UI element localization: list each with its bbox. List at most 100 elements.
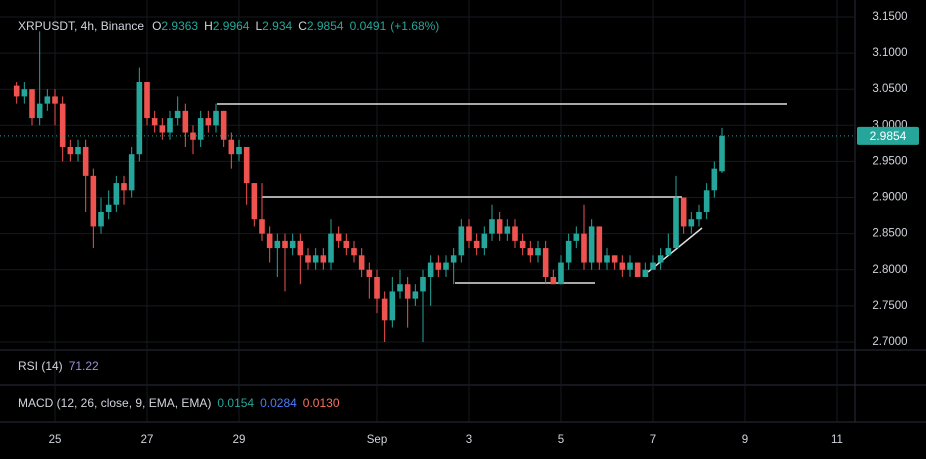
indicator-legend: RSI (14) 71.22 <box>18 359 99 373</box>
y-tick-label: 3.1000 <box>872 47 907 59</box>
candle-body <box>673 197 679 249</box>
x-tick-label: 9 <box>742 434 748 446</box>
y-tick-label: 2.7000 <box>872 336 907 348</box>
x-tick-label: Sep <box>367 434 387 446</box>
candle-body <box>374 276 380 299</box>
x-tick-label: 27 <box>141 434 154 446</box>
last-price-label: 2.9854 <box>870 129 907 143</box>
legend-header: XRPUSDT, 4h, Binance O2.9363 H2.9964 L2.934… <box>18 19 439 33</box>
candle-body <box>458 226 465 256</box>
x-tick-label: 29 <box>233 434 246 446</box>
indicator-legend: MACD (12, 26, close, 9, EMA, EMA) 0.0154 0… <box>18 396 340 410</box>
candle-body <box>297 240 304 256</box>
candle-body <box>205 118 212 126</box>
candle-body <box>381 298 388 321</box>
candle-body <box>496 219 503 234</box>
candle-body <box>144 81 150 119</box>
indicator-name: RSI (14) <box>18 359 63 373</box>
candle-body <box>358 255 365 270</box>
candle-body <box>366 269 373 277</box>
candle-body <box>174 110 181 119</box>
candle-body <box>404 284 411 299</box>
candle-body <box>151 118 158 126</box>
candle-body <box>190 132 196 140</box>
candle-body <box>197 118 204 140</box>
candle-body <box>420 276 426 292</box>
candle-body <box>213 110 219 126</box>
candle-body <box>657 255 664 263</box>
candle-body <box>67 146 74 155</box>
ohlc-letter: H <box>204 19 213 33</box>
candle-body <box>328 233 334 263</box>
candle-body <box>581 233 587 263</box>
candle-body <box>44 96 51 104</box>
candle-body <box>36 103 43 119</box>
candle-body <box>29 89 35 119</box>
y-tick-label: 2.8500 <box>872 228 907 240</box>
candle-body <box>59 103 66 147</box>
candle-body <box>688 219 695 227</box>
candle-body <box>320 255 327 263</box>
candle-body <box>343 240 350 249</box>
candle-body <box>335 233 342 241</box>
candle-body <box>473 240 480 249</box>
candle-body <box>573 233 580 241</box>
candle-body <box>105 204 112 212</box>
indicator-value: 71.22 <box>69 359 99 373</box>
candle-body <box>489 219 495 234</box>
indicator-value: 0.0154 <box>217 396 254 410</box>
candle-body <box>596 226 603 263</box>
candle-body <box>13 85 20 97</box>
y-tick-label: 3.0500 <box>872 83 907 95</box>
ohlc-letter: O <box>152 19 161 33</box>
x-tick-label: 3 <box>466 434 472 446</box>
candle-body <box>512 226 518 241</box>
candle-body <box>52 96 58 104</box>
x-tick-label: 7 <box>650 434 656 446</box>
candle-body <box>412 291 419 299</box>
candle-body <box>481 233 488 249</box>
x-tick-label: 11 <box>831 434 843 446</box>
labels: 2.70002.75002.80002.85002.90002.95003.00… <box>18 11 919 446</box>
candle-body <box>565 240 572 263</box>
candle-body <box>535 248 541 256</box>
indicator-name: MACD (12, 26, close, 9, EMA, EMA) <box>18 396 211 410</box>
candle-body <box>542 248 549 277</box>
candle-body <box>435 262 442 270</box>
ohlc-letter: L <box>255 19 262 33</box>
candle-body <box>604 255 610 263</box>
candle-body <box>136 81 143 155</box>
candle-body <box>527 248 534 256</box>
candle-body <box>627 262 633 270</box>
y-tick-label: 2.9500 <box>872 155 907 167</box>
candle-body <box>466 226 472 241</box>
candle-body <box>182 110 189 133</box>
symbol: XRPUSDT, 4h, Binance <box>18 19 144 33</box>
drawings <box>217 103 787 284</box>
candle-body <box>550 276 557 285</box>
grid <box>0 0 855 422</box>
candle-body <box>711 168 718 191</box>
trend-line <box>647 227 703 273</box>
ohlc-value: 2.9964 <box>213 19 250 33</box>
candle-body <box>588 226 595 263</box>
candle-body <box>427 262 434 277</box>
candle-body <box>274 240 281 249</box>
candle-body <box>289 240 296 249</box>
candle-body <box>611 255 618 263</box>
y-tick-label: 2.7500 <box>872 300 907 312</box>
ohlc-letter: C <box>298 19 307 33</box>
candle-body <box>228 139 235 155</box>
candle-body <box>634 262 641 277</box>
candle-body <box>680 197 687 227</box>
candle-body <box>519 240 526 249</box>
candle-body <box>167 118 173 133</box>
x-tick-label: 25 <box>49 434 62 446</box>
candle-body <box>650 262 656 270</box>
y-tick-label: 3.1500 <box>872 11 907 23</box>
candle-body <box>266 233 273 249</box>
candle-body <box>696 211 702 220</box>
ohlc-value: 2.9363 <box>161 19 198 33</box>
y-tick-label: 2.8000 <box>872 264 907 276</box>
